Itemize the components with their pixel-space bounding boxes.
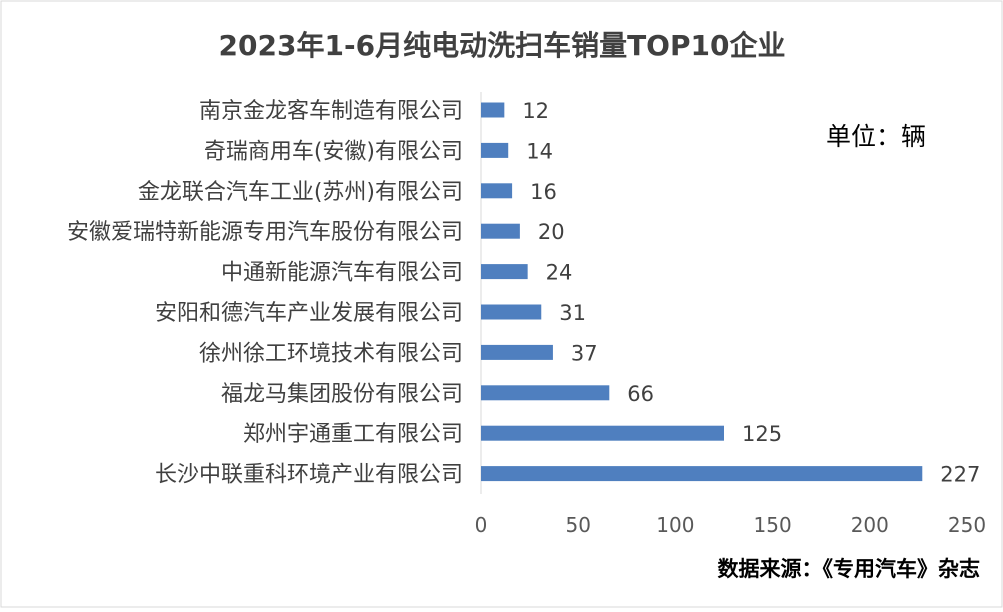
unit-note: 单位：辆 xyxy=(826,122,926,151)
bar xyxy=(481,344,553,360)
category-label: 金龙联合汽车工业(苏州)有限公司 xyxy=(138,180,463,205)
bar xyxy=(481,385,610,401)
data-label: 20 xyxy=(538,220,565,244)
x-tick-label: 150 xyxy=(754,513,792,537)
category-labels-layer: 南京金龙客车制造有限公司奇瑞商用车(安徽)有限公司金龙联合汽车工业(苏州)有限公… xyxy=(67,99,463,488)
source-note: 数据来源：《专用汽车》杂志 xyxy=(718,557,981,581)
bar xyxy=(481,466,923,482)
category-label: 徐州徐工环境技术有限公司 xyxy=(199,341,463,366)
x-tick-label: 0 xyxy=(475,513,488,537)
data-label: 227 xyxy=(940,463,980,487)
data-label: 31 xyxy=(559,301,586,325)
x-tick-label: 100 xyxy=(656,513,694,537)
x-tick-label: 50 xyxy=(565,513,590,537)
data-label: 14 xyxy=(526,139,553,163)
category-label: 郑州宇通重工有限公司 xyxy=(243,422,463,447)
x-tick-label: 200 xyxy=(851,513,889,537)
category-label: 安阳和德汽车产业发展有限公司 xyxy=(155,301,463,326)
category-label: 福龙马集团股份有限公司 xyxy=(221,382,463,407)
data-label: 37 xyxy=(571,341,598,365)
bar xyxy=(481,264,528,280)
x-tick-label: 250 xyxy=(948,513,986,537)
x-axis-ticks-layer: 0 50 100 150 200 250 xyxy=(475,513,986,537)
bar xyxy=(481,304,542,320)
bar xyxy=(481,223,520,239)
data-label: 12 xyxy=(522,99,549,123)
category-label: 奇瑞商用车(安徽)有限公司 xyxy=(204,139,463,164)
data-label: 24 xyxy=(546,261,573,285)
data-label: 16 xyxy=(530,180,557,204)
bar xyxy=(481,425,724,441)
category-label: 南京金龙客车制造有限公司 xyxy=(199,99,463,124)
bars-layer xyxy=(481,102,923,482)
category-label: 安徽爱瑞特新能源专用汽车股份有限公司 xyxy=(67,220,463,245)
category-label: 长沙中联重科环境产业有限公司 xyxy=(155,463,463,488)
chart-title: 2023年1-6月纯电动洗扫车销量TOP10企业 xyxy=(219,29,786,62)
bar xyxy=(481,142,509,158)
data-label: 66 xyxy=(627,382,654,406)
bar xyxy=(481,183,513,199)
category-label: 中通新能源汽车有限公司 xyxy=(221,261,463,286)
data-label: 125 xyxy=(742,422,782,446)
bar xyxy=(481,102,505,118)
data-labels-layer: 12 14 16 20 24 31 37 66 125 227 xyxy=(522,99,980,487)
